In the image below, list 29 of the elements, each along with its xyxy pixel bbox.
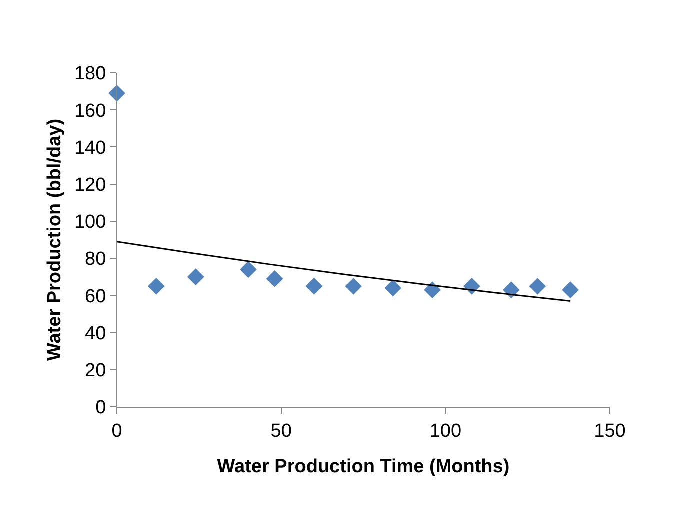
point bbox=[345, 278, 362, 295]
y-tick-label: 120 bbox=[74, 174, 106, 196]
y-tick-label: 20 bbox=[85, 360, 106, 382]
point bbox=[562, 282, 580, 299]
point bbox=[187, 268, 204, 286]
y-tick-label: 180 bbox=[74, 64, 106, 85]
x-tick-label: 100 bbox=[430, 420, 462, 442]
point bbox=[108, 84, 126, 102]
y-tick-label: 100 bbox=[74, 212, 106, 234]
point bbox=[424, 282, 441, 299]
y-tick-label: 40 bbox=[85, 323, 106, 344]
point bbox=[240, 261, 257, 278]
point bbox=[502, 282, 520, 299]
line-series bbox=[117, 241, 572, 302]
x-tick-label: 150 bbox=[594, 420, 626, 442]
x-axis-title: Water Production Time (Months) bbox=[217, 456, 510, 478]
y-tick-label: 160 bbox=[74, 100, 106, 122]
point bbox=[306, 278, 323, 295]
point bbox=[529, 278, 546, 295]
point bbox=[266, 270, 284, 288]
y-axis-title: Water Production (bbl/day) bbox=[44, 118, 66, 362]
y-tick-label: 60 bbox=[85, 286, 106, 308]
x-tick-label: 50 bbox=[270, 420, 292, 442]
y-tick-label: 0 bbox=[96, 398, 106, 419]
point bbox=[148, 278, 165, 295]
point bbox=[384, 280, 402, 297]
y-tick-label: 140 bbox=[74, 138, 106, 159]
y-tick-label: 80 bbox=[85, 249, 106, 270]
x-tick-label: 0 bbox=[112, 420, 122, 442]
